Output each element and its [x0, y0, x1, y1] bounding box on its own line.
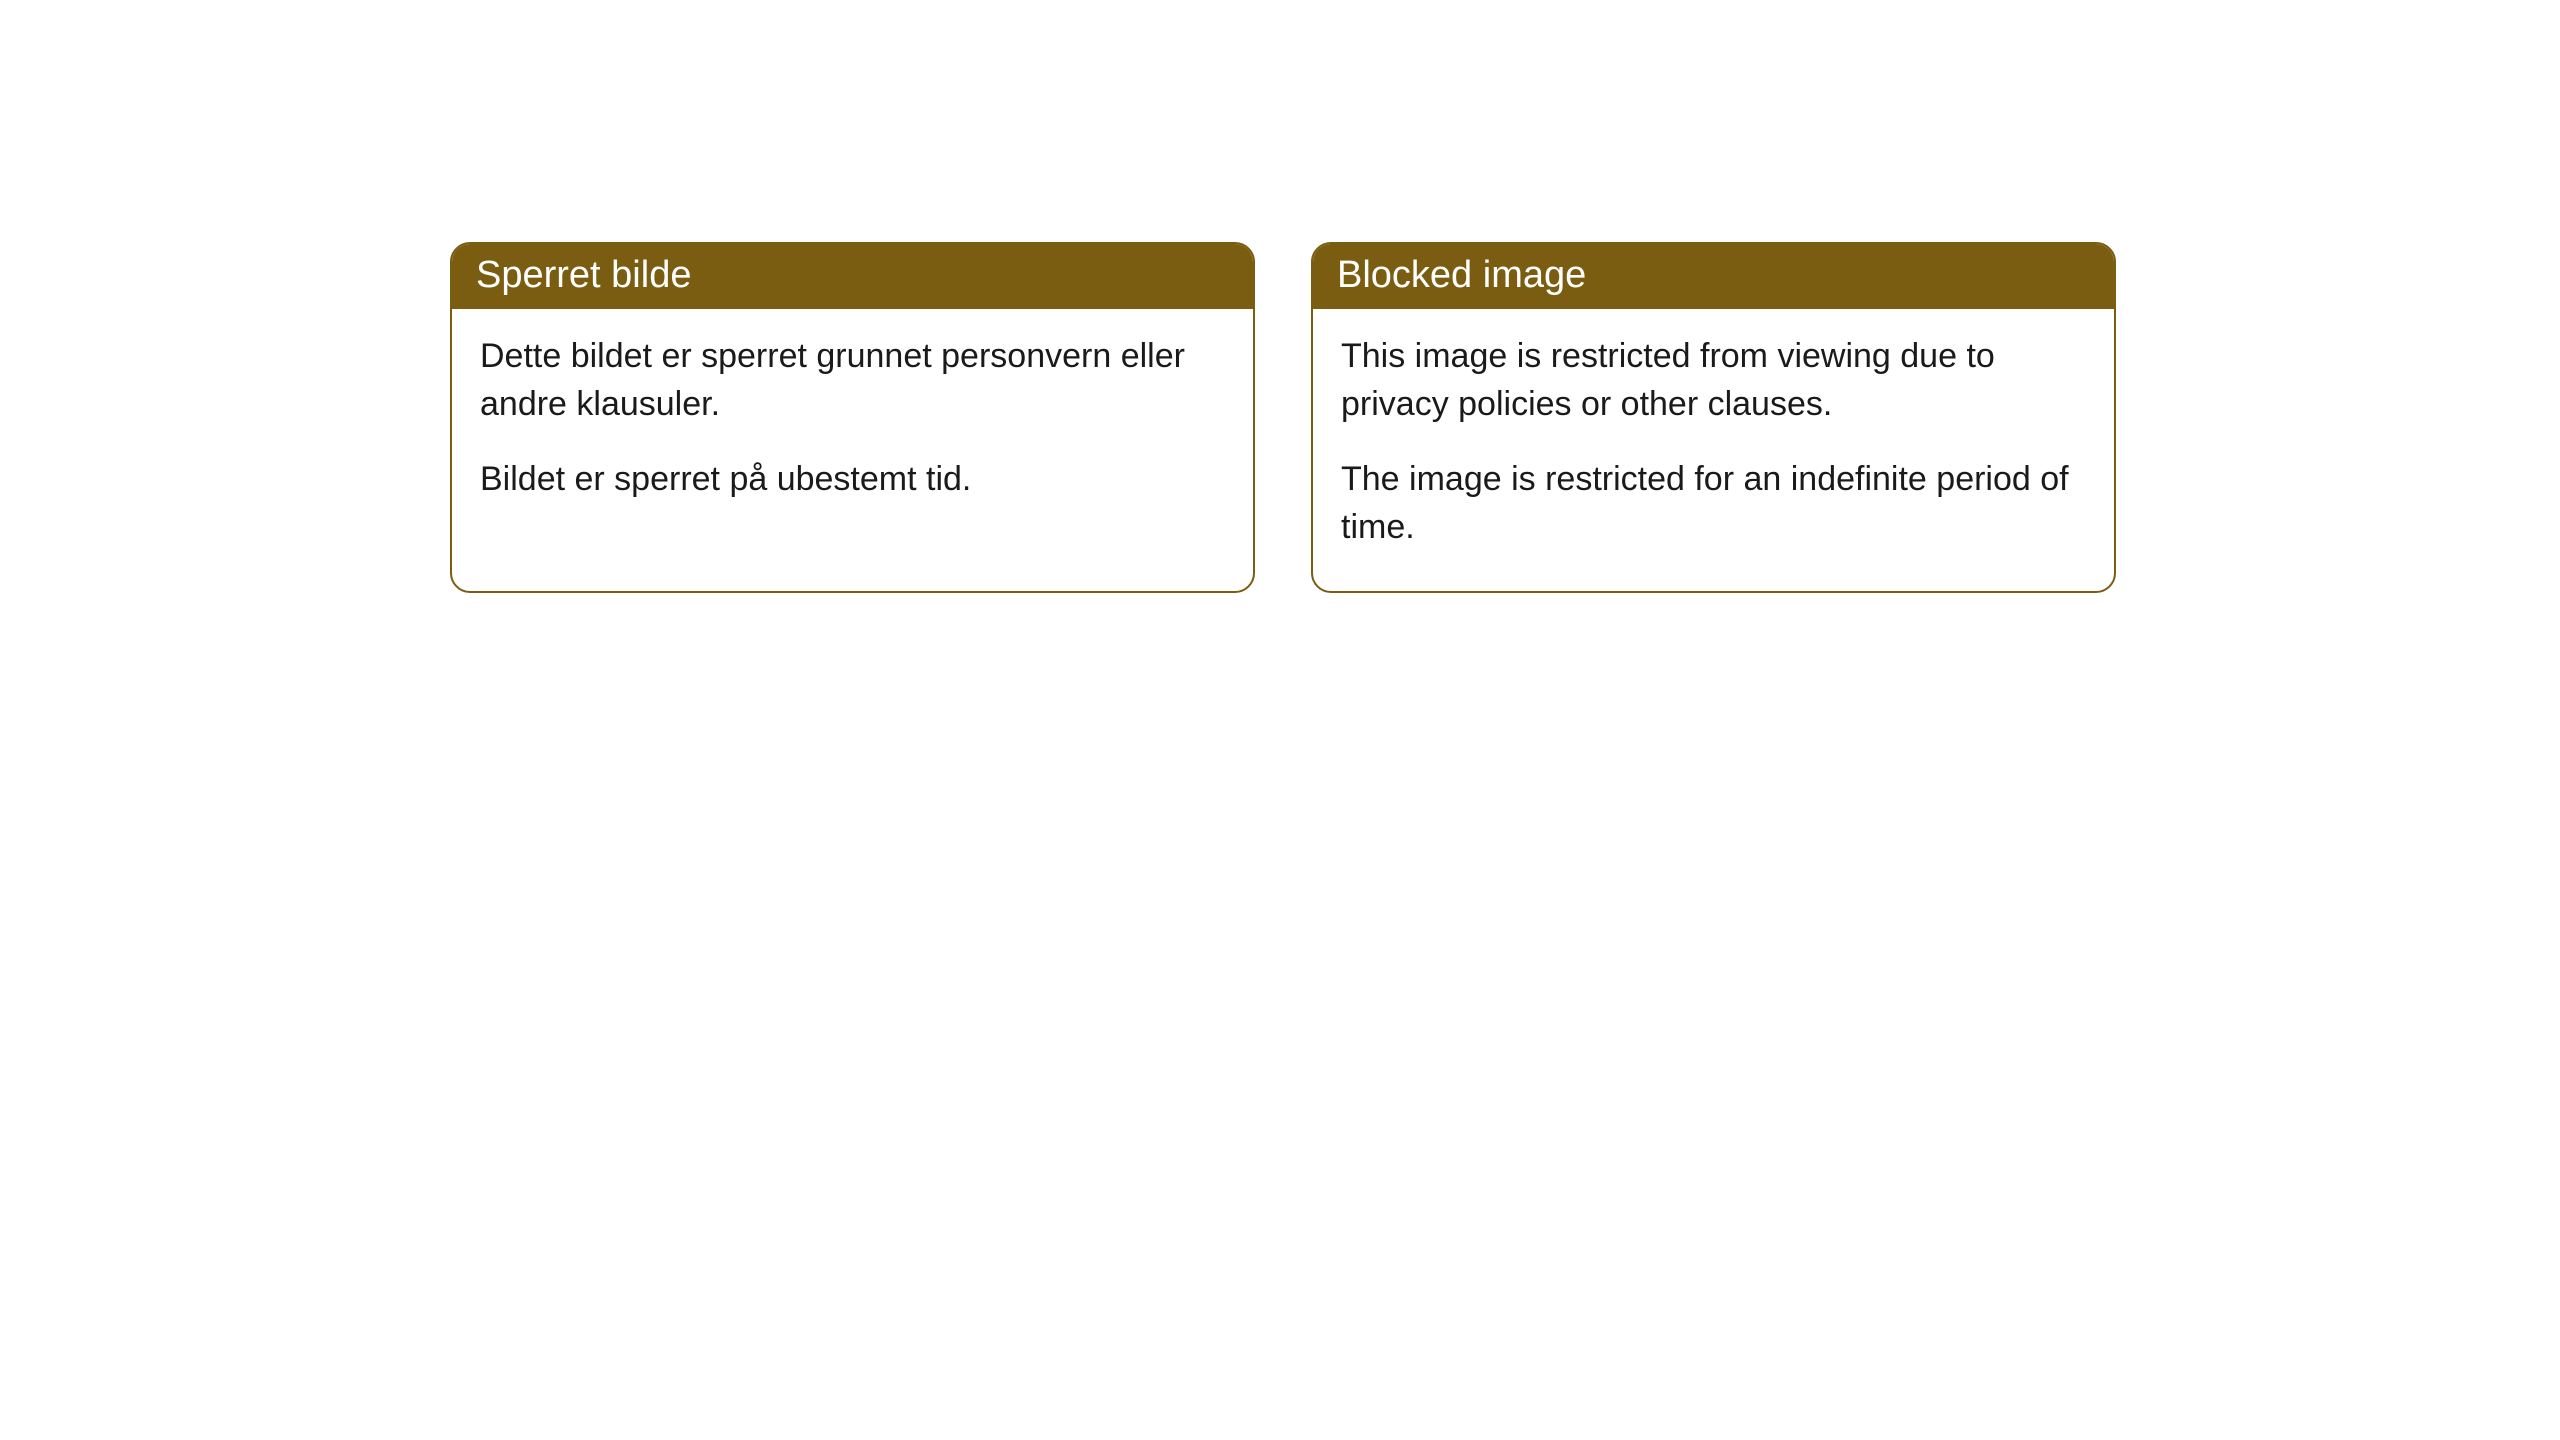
- card-paragraph-1: This image is restricted from viewing du…: [1341, 333, 2086, 428]
- card-paragraph-1: Dette bildet er sperret grunnet personve…: [480, 333, 1225, 428]
- card-paragraph-2: Bildet er sperret på ubestemt tid.: [480, 456, 1225, 504]
- card-body: This image is restricted from viewing du…: [1313, 309, 2114, 591]
- card-header: Blocked image: [1313, 244, 2114, 309]
- card-body: Dette bildet er sperret grunnet personve…: [452, 309, 1253, 544]
- card-title: Sperret bilde: [476, 254, 691, 296]
- blocked-image-card-norwegian: Sperret bilde Dette bildet er sperret gr…: [450, 242, 1255, 593]
- card-title: Blocked image: [1337, 254, 1586, 296]
- notice-cards-container: Sperret bilde Dette bildet er sperret gr…: [0, 0, 2560, 593]
- blocked-image-card-english: Blocked image This image is restricted f…: [1311, 242, 2116, 593]
- card-header: Sperret bilde: [452, 244, 1253, 309]
- card-paragraph-2: The image is restricted for an indefinit…: [1341, 456, 2086, 551]
